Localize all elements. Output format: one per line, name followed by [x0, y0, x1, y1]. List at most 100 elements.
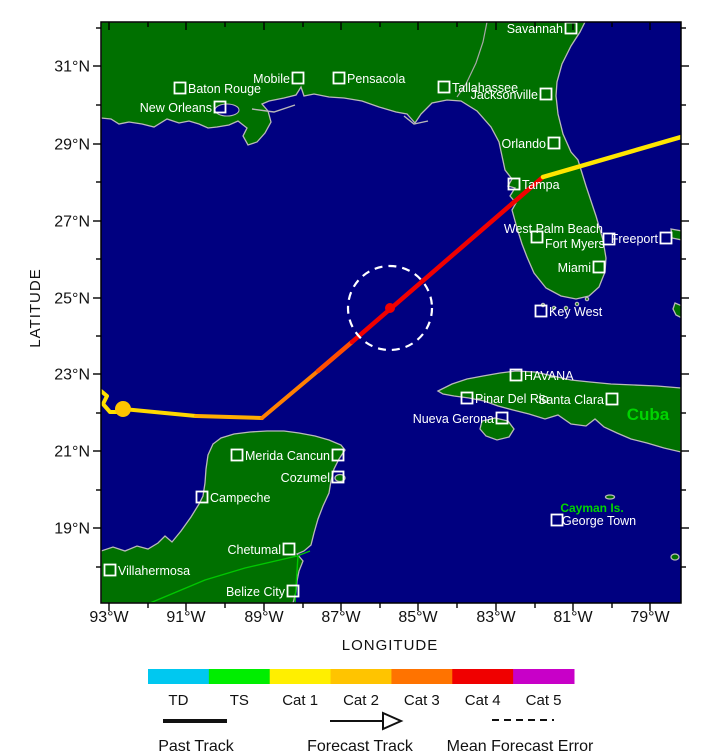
city-label-fort-myers: Fort Myers	[545, 237, 605, 251]
lon-tick-label: 89°W	[244, 609, 284, 626]
lat-tick-label: 31°N	[54, 59, 90, 76]
lat-tick-label: 29°N	[54, 137, 90, 154]
city-label-george-town: George Town	[562, 514, 636, 528]
lat-tick-label: 21°N	[54, 444, 90, 461]
lake-pontchartrain	[214, 103, 240, 117]
city-label-chetumal: Chetumal	[228, 543, 282, 557]
region-label-cuba: Cuba	[627, 405, 670, 424]
city-marker-tallahassee	[437, 80, 451, 94]
city-marker-mobile	[291, 71, 305, 85]
city-marker-campeche	[195, 490, 209, 504]
city-label-merida: Merida	[245, 449, 283, 463]
city-marker-cancun	[331, 448, 345, 462]
legend: TD TS Cat 1 Cat 2 Cat 3 Cat 4 Cat 5 Past Track F…	[148, 669, 594, 755]
map-frame	[100, 21, 682, 604]
city-label-tampa: Tampa	[522, 178, 560, 192]
city-label-miami: Miami	[558, 261, 591, 275]
city-label-pensacola: Pensacola	[347, 72, 405, 86]
storm-track-segment	[349, 174, 546, 345]
florida-keys	[563, 305, 569, 311]
city-label-orlando: Orlando	[502, 137, 547, 151]
lon-tick-label: 79°W	[630, 609, 670, 626]
city-label-havana: HAVANA	[524, 369, 574, 383]
city-label-mobile: Mobile	[253, 72, 290, 86]
lon-tick-label: 93°W	[89, 609, 129, 626]
border-mexico-guatemala	[149, 555, 298, 603]
storm-track-layer	[101, 134, 681, 420]
storm-track-segment	[315, 339, 355, 374]
city-marker-villahermosa	[103, 563, 117, 577]
city-label-tallahassee: Tallahassee	[452, 81, 518, 95]
lon-tick-label: 87°W	[321, 609, 361, 626]
city-label-nueva-gerona: Nueva Gerona	[413, 412, 494, 426]
barrier-islands-mississippi	[251, 104, 296, 113]
city-marker-west-palm-beach	[602, 232, 616, 246]
city-label-santa-clara: Santa Clara	[538, 393, 604, 407]
legend-color-td	[148, 669, 210, 684]
region-label-cayman-is-: Cayman Is.	[560, 501, 623, 515]
city-marker-fort-myers	[530, 230, 544, 244]
land-layer	[101, 22, 681, 603]
mean-forecast-error-circle	[346, 264, 434, 352]
city-marker-jacksonville	[539, 87, 553, 101]
barrier-islands-panhandle	[403, 115, 429, 125]
current-position-dot	[115, 401, 131, 417]
lon-tick-label: 91°W	[166, 609, 206, 626]
florida-keys	[584, 296, 590, 302]
city-marker-miami	[592, 260, 606, 274]
land-cozumel	[334, 473, 346, 483]
florida-keys	[574, 301, 580, 307]
forecast-point-dot	[385, 303, 395, 313]
city-label-campeche: Campeche	[210, 491, 270, 505]
city-marker-pinar-del-rio	[460, 391, 474, 405]
city-label-pinar-del-rio: Pinar Del Rio	[475, 392, 549, 406]
legend-color-cat-1	[269, 669, 332, 684]
legend-color-cat-4	[452, 669, 514, 684]
city-marker-new-orleans	[213, 100, 227, 114]
y-axis-title: LATITUDE	[27, 268, 44, 347]
storm-track-segment	[121, 407, 198, 418]
city-marker-havana	[509, 368, 523, 382]
city-marker-pensacola	[332, 71, 346, 85]
legend-color-cat-3	[391, 669, 453, 684]
city-marker-santa-clara	[605, 392, 619, 406]
lat-tick-label: 23°N	[54, 367, 90, 384]
legend-item-label: Past Track	[158, 738, 235, 755]
city-marker-freeport	[659, 231, 673, 245]
city-marker-cozumel	[331, 470, 345, 484]
city-label-savannah: Savannah	[507, 22, 563, 36]
storm-track-segment	[194, 414, 264, 420]
lat-tick-label: 25°N	[54, 291, 90, 308]
border-belize-guatemala	[294, 555, 299, 603]
legend-color-cat-2	[330, 669, 392, 684]
lat-tick-label: 19°N	[54, 521, 90, 538]
legend-category-label: Cat 3	[404, 692, 440, 709]
lon-tick-label: 81°W	[553, 609, 593, 626]
land-little-cayman	[670, 553, 680, 561]
city-marker-orlando	[547, 136, 561, 150]
land-yucatan-central-america	[101, 430, 346, 603]
city-label-villahermosa: Villahermosa	[118, 564, 190, 578]
legend-category-label: Cat 4	[465, 692, 501, 709]
city-marker-belize-city	[286, 584, 300, 598]
forecast-track-arrowhead-icon	[382, 711, 404, 731]
legend-category-label: Cat 5	[526, 692, 562, 709]
lat-tick-label: 27°N	[54, 214, 90, 231]
city-marker-chetumal	[282, 542, 296, 556]
legend-item-label: Forecast Track	[307, 738, 414, 755]
florida-keys	[551, 305, 557, 311]
storm-track-segment	[260, 369, 320, 420]
city-label-cancun: Cancun	[287, 449, 330, 463]
city-marker-baton-rouge	[173, 81, 187, 95]
axis-tick-layer: 93°W 91°W 89°W 87°W 85°W 83°W 81°W 79°W 31°N 29°N…	[54, 22, 689, 626]
city-label-cozumel: Cozumel	[281, 471, 330, 485]
river-georgia	[456, 22, 488, 98]
city-marker-merida	[230, 448, 244, 462]
city-label-freeport: Freeport	[611, 232, 659, 246]
legend-color-ts	[208, 669, 271, 684]
city-label-belize-city: Belize City	[226, 585, 286, 599]
land-cayman-island	[604, 494, 616, 500]
land-us-gulf-coast-florida	[101, 22, 607, 300]
